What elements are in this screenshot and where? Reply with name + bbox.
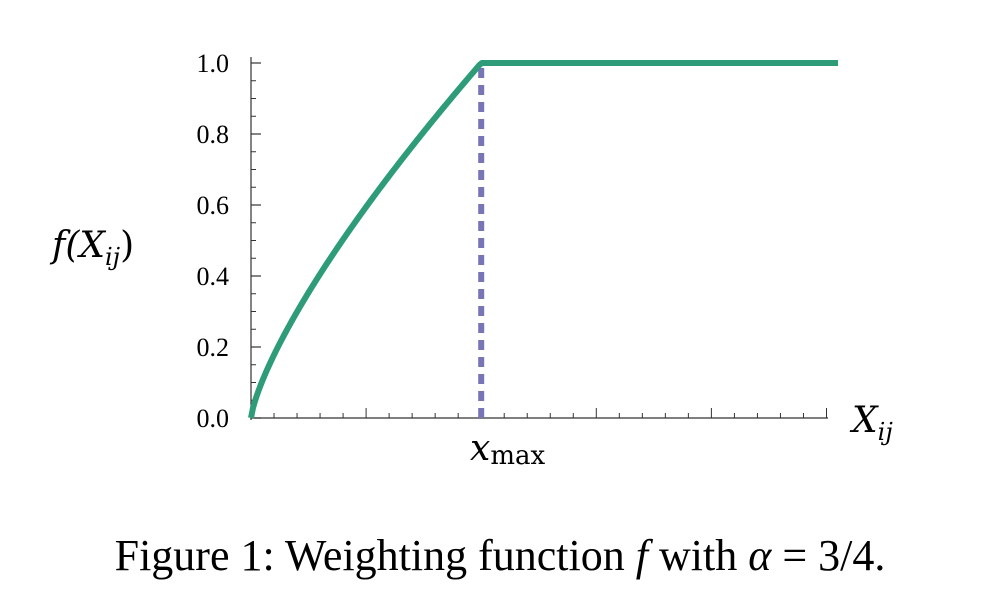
figure-caption: Figure 1: Weighting function f with α = …: [0, 530, 1000, 581]
caption-alpha: α: [748, 531, 772, 580]
y-tick-label: 0.0: [197, 404, 230, 433]
caption-f: f: [635, 531, 648, 580]
weighting-function-line: [248, 60, 840, 419]
y-tick-label: 0.8: [197, 120, 230, 149]
x-axis-label: Xij: [849, 400, 893, 446]
y-tick-label: 0.2: [197, 333, 230, 362]
y-tick-label: 0.6: [197, 191, 230, 220]
x-max-label: xmax: [470, 428, 545, 471]
y-tick-label: 0.4: [197, 262, 230, 291]
chart-marks: [248, 60, 840, 419]
y-tick-label: 1.0: [197, 49, 230, 78]
caption-middle: with: [648, 531, 749, 580]
axes: 0.0 0.2 0.4 0.6 0.8 1.0: [197, 49, 828, 433]
caption-suffix: = 3/4.: [771, 531, 886, 580]
caption-prefix: Figure 1: Weighting function: [114, 531, 636, 580]
y-axis-label: f(Xij): [49, 225, 134, 271]
axis-labels: f(Xij) Xij xmax: [49, 225, 893, 471]
